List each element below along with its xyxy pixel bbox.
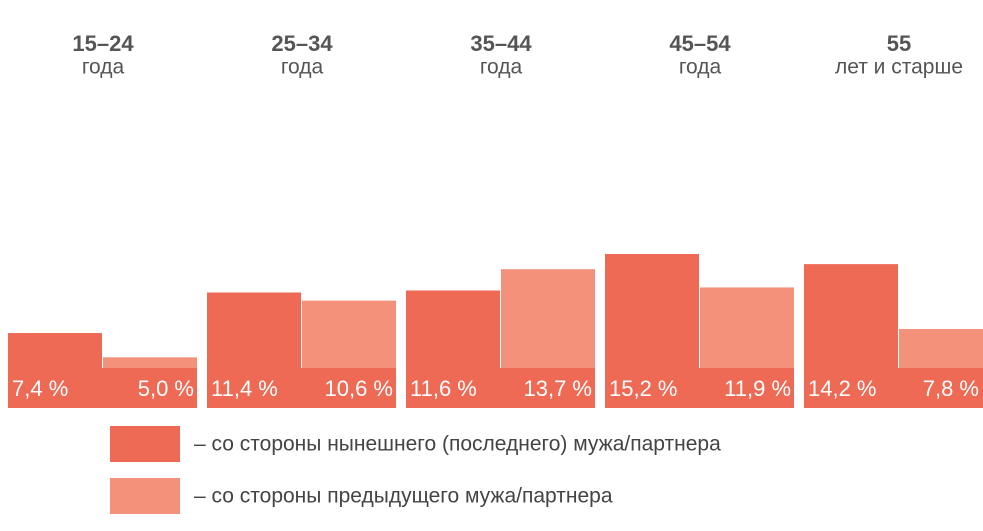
category-sublabel: года	[679, 56, 722, 79]
value-label: 11,4 %	[211, 376, 278, 401]
label-strip	[605, 368, 794, 408]
category-label: 45–54	[669, 31, 731, 56]
category-sublabel: года	[281, 56, 324, 79]
category-sublabel: года	[82, 56, 125, 79]
label-strip	[8, 368, 197, 408]
legend-label: – со стороны нынешнего (последнего) мужа…	[194, 433, 721, 456]
value-label: 5,0 %	[138, 376, 194, 401]
value-label: 11,6 %	[410, 376, 477, 401]
category-sublabel: года	[480, 56, 523, 79]
category-sublabel: лет и старше	[835, 56, 963, 79]
value-label: 11,9 %	[724, 376, 791, 401]
legend-swatch	[110, 478, 180, 514]
legend-label: – со стороны предыдущего мужа/партнера	[194, 485, 613, 508]
category-label: 35–44	[470, 31, 532, 56]
value-label: 14,2 %	[808, 376, 877, 401]
category-label: 25–34	[271, 31, 333, 56]
category-label: 15–24	[72, 31, 134, 56]
value-label: 10,6 %	[325, 376, 394, 401]
value-label: 7,4 %	[12, 376, 68, 401]
value-label: 7,8 %	[923, 376, 979, 401]
legend-swatch	[110, 426, 180, 462]
value-label: 13,7 %	[524, 376, 593, 401]
label-strip	[406, 368, 595, 408]
label-strip	[207, 368, 396, 408]
value-label: 15,2 %	[609, 376, 678, 401]
label-strip	[804, 368, 983, 408]
category-label: 55	[887, 31, 911, 56]
